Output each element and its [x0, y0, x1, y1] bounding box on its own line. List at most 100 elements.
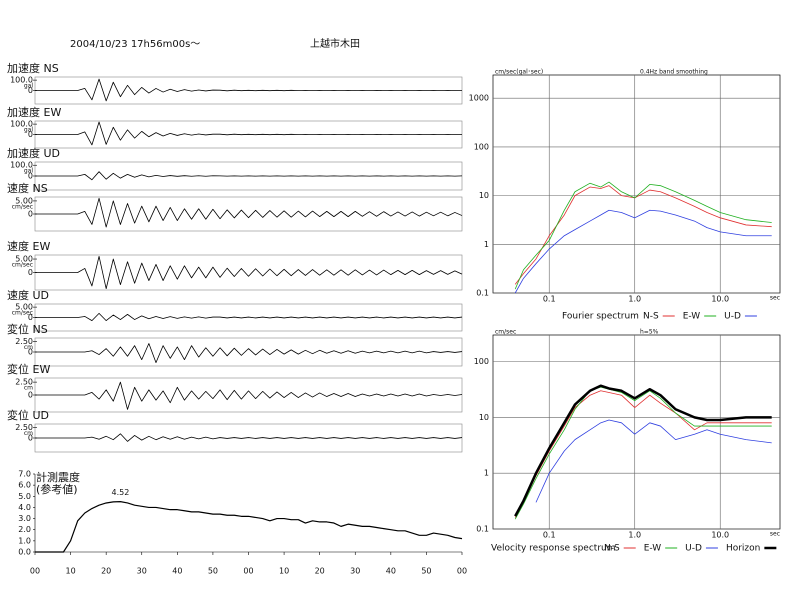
- waveform: [35, 381, 463, 410]
- y-tick-label: 2.50: [15, 423, 33, 432]
- waveform: [35, 312, 463, 322]
- y-tick-label: 0: [28, 210, 33, 219]
- chart-subtitle: 0.4Hz band smoothing: [640, 69, 708, 76]
- intensity-line: [35, 501, 463, 553]
- y-tick-label: 0: [28, 313, 33, 322]
- y-tick-label: 5.0: [18, 492, 31, 501]
- unit-label: cm: [24, 430, 33, 437]
- x-tick-label: 0.1: [543, 295, 556, 304]
- y-tick-label: 0.1: [476, 289, 489, 298]
- panel-frame: [34, 196, 463, 232]
- panel-frame: [34, 423, 463, 453]
- y-tick-label: 7.0: [18, 470, 31, 479]
- x-tick-label: 00: [243, 567, 253, 576]
- panel-title: 速度 NS: [7, 181, 48, 195]
- spectrum-line: [514, 181, 772, 290]
- y-tick-label: 2.0: [18, 525, 31, 534]
- panel-title: 速度 UD: [7, 288, 49, 302]
- waveform: [35, 121, 463, 146]
- spectrum-line: [514, 390, 772, 518]
- spectrum-line: [514, 209, 772, 294]
- y-tick-label: 100: [474, 357, 489, 366]
- unit-label: cm/sec: [12, 203, 33, 210]
- x-tick-label: 50: [421, 567, 431, 576]
- chart-subtitle: h=5%: [640, 329, 659, 336]
- y-tick-label: 10: [479, 413, 489, 422]
- y-tick-label: 4.0: [18, 503, 31, 512]
- plot-frame: [492, 74, 781, 294]
- y-tick-label: 3.0: [18, 514, 31, 523]
- y-tick-label: 0: [28, 130, 33, 139]
- spectrum-line: [535, 419, 772, 503]
- location: 上越市木田: [310, 37, 360, 50]
- panel-frame: [34, 254, 463, 291]
- chart-subtitle: (参考値): [36, 482, 78, 496]
- panel-frame: [34, 377, 463, 413]
- x-tick-label: 1.0: [628, 295, 641, 304]
- x-tick-label: 30: [350, 567, 360, 576]
- waveform: [35, 255, 463, 290]
- unit-label: gal: [24, 83, 33, 90]
- x-tick-label: 40: [386, 567, 396, 576]
- y-tick-label: 0: [28, 348, 33, 357]
- unit-label: cm: [24, 344, 33, 351]
- y-tick-label: 2.50: [15, 337, 33, 346]
- legend-title: Fourier spectrum: [562, 312, 639, 322]
- y-tick-label: 100.0: [10, 76, 33, 85]
- y-tick-label: 0: [28, 86, 33, 95]
- y-tick-label: 10: [479, 191, 489, 200]
- spectrum-line: [514, 386, 772, 520]
- y-tick-label: 2.50: [15, 378, 33, 387]
- datetime: 2004/10/23 17h56m00s～: [70, 39, 200, 50]
- y-tick-label: 0.1: [476, 525, 489, 534]
- x-tick-label: 10.0: [711, 295, 729, 304]
- y-tick-label: 1.0: [18, 536, 31, 545]
- panel-title: 変位 EW: [7, 362, 50, 376]
- panel-title: 加速度 EW: [7, 105, 61, 119]
- panel-title: 加速度 NS: [7, 61, 59, 75]
- y-tick-label: 1: [484, 240, 489, 249]
- x-tick-label: 0.1: [543, 531, 556, 540]
- x-tick-label: 20: [315, 567, 325, 576]
- y-tick-label: 0: [28, 391, 33, 400]
- y-tick-label: 100.0: [10, 120, 33, 129]
- x-unit: sec: [770, 295, 780, 302]
- unit-label: cm/sec: [12, 310, 33, 317]
- waveform: [35, 197, 463, 228]
- legend-label: N-S: [604, 544, 620, 554]
- y-tick-label: 100.0: [10, 161, 33, 170]
- x-tick-label: 50: [208, 567, 218, 576]
- x-tick-label: 00: [457, 567, 467, 576]
- y-tick-label: 0: [28, 434, 33, 443]
- peak-annotation: 4.52: [111, 488, 129, 497]
- legend-label: N-S: [643, 312, 659, 322]
- unit-label: cm/sec: [12, 262, 33, 269]
- unit-label: cm/sec(gal･sec): [495, 69, 543, 76]
- x-unit: sec: [770, 531, 780, 538]
- y-tick-label: 6.0: [18, 481, 31, 490]
- legend-title: Velocity response spectrum: [491, 544, 616, 554]
- chart-title: 計測震度: [36, 470, 80, 484]
- unit-label: gal: [24, 127, 33, 134]
- panel-title: 変位 NS: [7, 322, 48, 336]
- x-tick-label: 1.0: [628, 531, 641, 540]
- panel-frame: [34, 303, 463, 332]
- y-tick-label: 5.00: [15, 196, 33, 205]
- y-tick-label: 1: [484, 469, 489, 478]
- waveform: [35, 171, 463, 181]
- x-tick-label: 00: [30, 567, 40, 576]
- y-tick-label: 0: [28, 172, 33, 181]
- y-tick-label: 0.0: [18, 548, 31, 557]
- y-tick-label: 100: [474, 142, 489, 151]
- unit-label: cm/sec: [495, 329, 516, 336]
- waveform: [35, 78, 463, 102]
- plot-frame: [492, 334, 781, 530]
- waveform: [35, 433, 463, 442]
- x-tick-label: 10: [65, 567, 75, 576]
- panel-title: 速度 EW: [7, 239, 50, 253]
- unit-label: gal: [24, 168, 33, 175]
- waveform: [35, 343, 463, 364]
- legend-label: U-D: [724, 312, 741, 322]
- unit-label: cm: [24, 385, 33, 392]
